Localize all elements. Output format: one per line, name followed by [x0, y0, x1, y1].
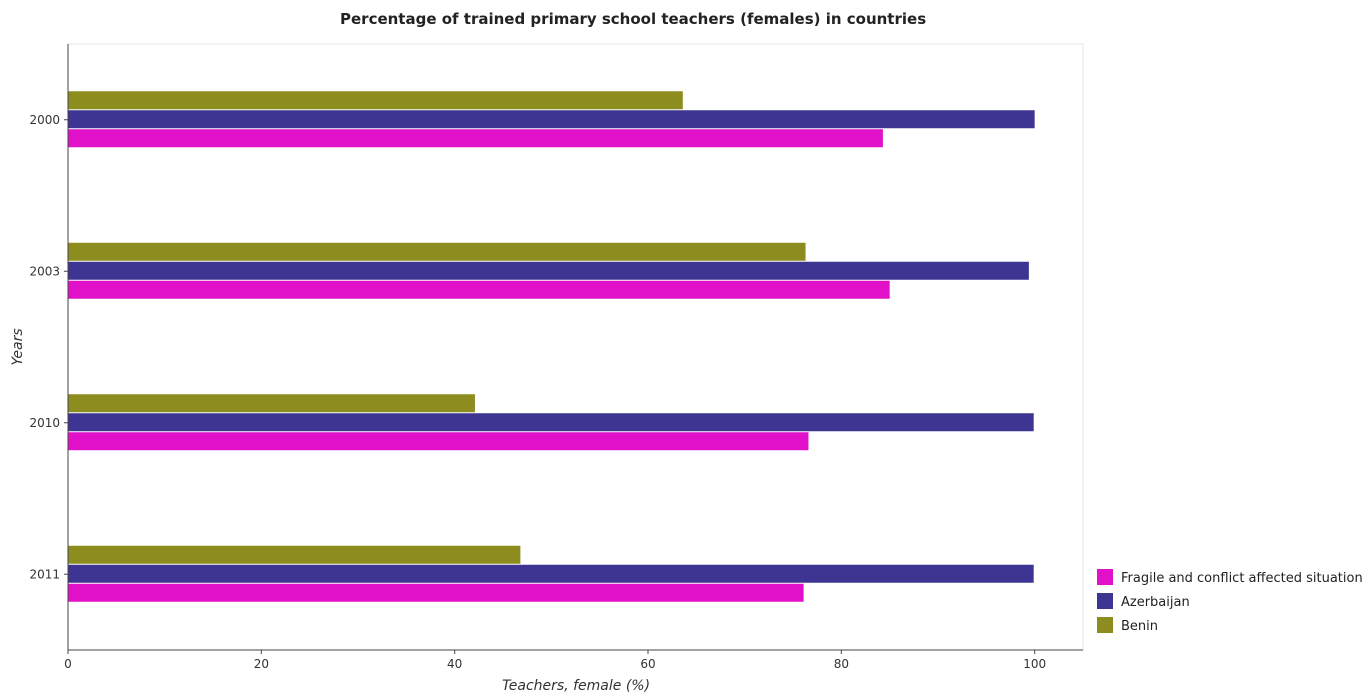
x-tick-label: 40: [447, 657, 462, 671]
bars-group: [68, 91, 1035, 602]
bar-2003-azerbaijan: [68, 262, 1029, 280]
y-ticks-group: 2000 2003 2010 2011: [29, 113, 68, 582]
y-tick-label: 2010: [29, 416, 60, 430]
legend-swatch: [1097, 569, 1113, 585]
legend-swatch: [1097, 593, 1113, 609]
bar-2003-fragile-and-conflict-affected-situations: [68, 281, 890, 299]
y-axis-label: Years: [10, 328, 26, 365]
legend: Fragile and conflict affected situations…: [1097, 569, 1362, 634]
x-ticks-group: 0 20 40 60 80 100: [64, 650, 1046, 671]
chart-title: Percentage of trained primary school tea…: [340, 10, 926, 28]
x-tick-label: 60: [640, 657, 655, 671]
y-tick-label: 2000: [29, 113, 60, 127]
legend-label: Fragile and conflict affected situations: [1121, 571, 1362, 586]
bar-2011-azerbaijan: [68, 565, 1034, 583]
x-tick-label: 0: [64, 657, 72, 671]
legend-label: Benin: [1121, 619, 1158, 634]
y-tick-label: 2003: [29, 264, 60, 278]
x-axis-label: Teachers, female (%): [502, 678, 650, 694]
bar-2000-fragile-and-conflict-affected-situations: [68, 129, 883, 147]
x-tick-label: 100: [1023, 657, 1046, 671]
bar-2000-azerbaijan: [68, 110, 1035, 128]
bar-2000-benin: [68, 91, 683, 109]
bar-2010-fragile-and-conflict-affected-situations: [68, 432, 808, 450]
legend-swatch: [1097, 617, 1113, 633]
x-tick-label: 20: [254, 657, 269, 671]
legend-label: Azerbaijan: [1121, 595, 1190, 610]
x-tick-label: 80: [834, 657, 849, 671]
bar-2003-benin: [68, 243, 806, 261]
y-tick-label: 2011: [29, 567, 60, 581]
bar-2011-benin: [68, 546, 520, 564]
bar-2010-azerbaijan: [68, 413, 1034, 431]
bar-2010-benin: [68, 394, 475, 412]
bar-2011-fragile-and-conflict-affected-situations: [68, 584, 804, 602]
